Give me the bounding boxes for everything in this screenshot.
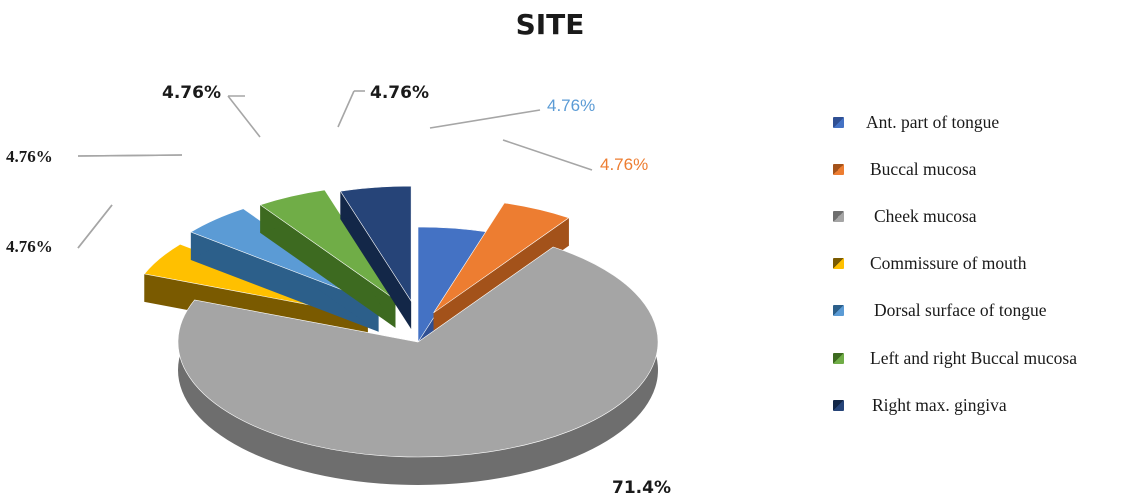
leader-line bbox=[337, 90, 355, 128]
slice-top bbox=[433, 202, 570, 314]
slice-left-and-right-buccal-mucosa[interactable] bbox=[259, 189, 396, 328]
data-label-dorsal-surface-of-tongue: 4.76% bbox=[6, 147, 53, 166]
data-label-ant-part-of-tongue: 4.76% bbox=[547, 96, 595, 115]
legend-swatch bbox=[833, 210, 844, 222]
legend-item-left-and-right-buccal-mucosa[interactable]: Left and right Buccal mucosa bbox=[833, 344, 1131, 372]
legend-swatch bbox=[833, 304, 844, 316]
legend-item-ant-part-of-tongue[interactable]: Ant. part of tongue bbox=[833, 108, 1131, 136]
leader-line bbox=[502, 139, 593, 171]
legend-item-buccal-mucosa[interactable]: Buccal mucosa bbox=[833, 155, 1131, 183]
legend-label: Dorsal surface of tongue bbox=[874, 299, 1047, 320]
legend-label: Ant. part of tongue bbox=[866, 111, 1000, 132]
slice-cheek-mucosa[interactable] bbox=[177, 246, 659, 485]
legend-swatch bbox=[833, 352, 844, 364]
data-label-left-and-right-buccal-mucosa: 4.76% bbox=[162, 83, 221, 103]
data-label-cheek-mucosa: 71.4% bbox=[612, 478, 671, 495]
legend-label: Buccal mucosa bbox=[870, 158, 977, 179]
data-label-buccal-mucosa: 4.76% bbox=[600, 155, 648, 174]
slice-right-max-gingiva[interactable] bbox=[339, 185, 412, 330]
legend-label: Commissure of mouth bbox=[870, 252, 1027, 273]
leader-line bbox=[227, 95, 261, 138]
slice-side bbox=[190, 232, 379, 332]
legend-item-cheek-mucosa[interactable]: Cheek mucosa bbox=[833, 202, 1131, 230]
legend-label: Left and right Buccal mucosa bbox=[870, 347, 1078, 368]
legend-item-dorsal-surface-of-tongue[interactable]: Dorsal surface of tongue bbox=[833, 296, 1131, 324]
legend-swatch bbox=[833, 163, 844, 175]
leader-line bbox=[429, 109, 541, 129]
slice-side bbox=[260, 204, 396, 328]
data-label-right-max-gingiva: 4.76% bbox=[370, 83, 429, 103]
legend-swatch bbox=[833, 399, 844, 411]
slice-top bbox=[339, 185, 412, 303]
legend-item-right-max-gingiva[interactable]: Right max. gingiva bbox=[833, 391, 1131, 419]
leader-line bbox=[77, 154, 183, 157]
legend-label: Cheek mucosa bbox=[874, 205, 977, 226]
slice-top bbox=[259, 189, 396, 301]
legend-label: Right max. gingiva bbox=[872, 394, 1007, 415]
data-label-commissure-of-mouth: 4.76% bbox=[6, 237, 53, 256]
legend-item-commissure-of-mouth[interactable]: Commissure of mouth bbox=[833, 249, 1131, 277]
chart-title: SITE bbox=[515, 8, 585, 41]
legend-swatch bbox=[833, 257, 844, 269]
slice-top bbox=[177, 246, 659, 458]
slice-side bbox=[340, 191, 412, 330]
legend-swatch bbox=[833, 116, 844, 128]
leader-line bbox=[77, 204, 113, 249]
